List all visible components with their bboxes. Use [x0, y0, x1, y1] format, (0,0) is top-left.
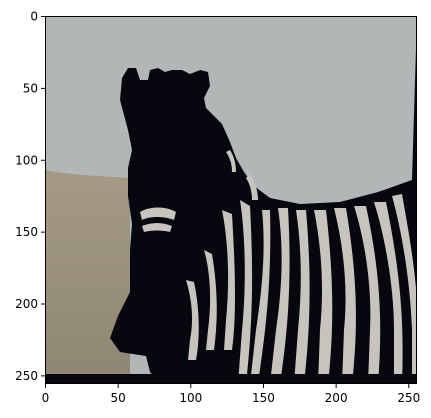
- y-tick-label: 200: [15, 297, 38, 311]
- x-tick-label: 250: [397, 391, 420, 405]
- bottom-shadow: [45, 374, 417, 384]
- y-tick-label: 250: [15, 369, 38, 383]
- y-tick-label: 0: [30, 10, 38, 24]
- x-tick-label: 100: [179, 391, 202, 405]
- zebra-silhouette: [110, 16, 417, 384]
- y-axis: 0 50 100 150 200 250: [15, 10, 45, 383]
- x-tick-label: 50: [111, 391, 126, 405]
- ground-region: [45, 170, 130, 384]
- x-axis: 0 50 100 150 200 250: [42, 384, 420, 405]
- zebra-photo: [45, 16, 417, 384]
- zebra-stripes: [140, 150, 417, 384]
- x-tick-label: 200: [325, 391, 348, 405]
- x-tick-label: 150: [252, 391, 275, 405]
- y-tick-label: 50: [23, 81, 38, 95]
- x-tick-label: 0: [42, 391, 50, 405]
- y-tick-label: 150: [15, 225, 38, 239]
- y-tick-label: 100: [15, 153, 38, 167]
- plot-frame: [45, 16, 417, 384]
